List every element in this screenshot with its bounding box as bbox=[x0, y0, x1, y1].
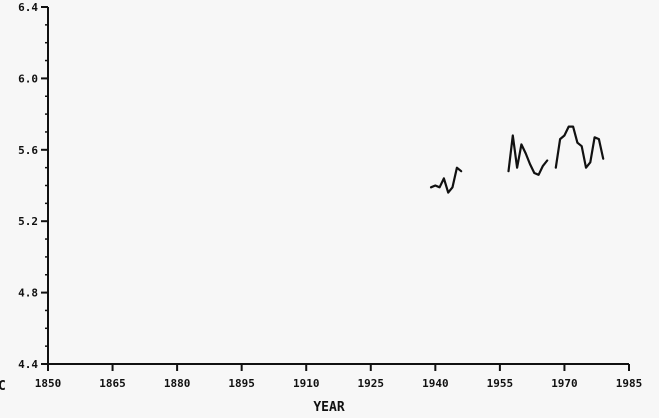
y-axis-ticks: 4.4 4.8 5.2 5.6 6.0 6.4 bbox=[18, 1, 48, 371]
x-axis-title: YEAR bbox=[313, 400, 344, 415]
x-tick-label: 1940 bbox=[422, 377, 449, 390]
y-tick-label: 5.6 bbox=[18, 144, 38, 157]
y-tick-label: 6.4 bbox=[18, 1, 38, 14]
y-tick-label: 5.2 bbox=[18, 215, 38, 228]
x-tick-label: 1880 bbox=[164, 377, 191, 390]
y-tick-label: 6.0 bbox=[18, 72, 38, 85]
x-tick-label: 1955 bbox=[487, 377, 514, 390]
series-line-segment bbox=[507, 134, 549, 176]
data-series bbox=[429, 125, 605, 194]
x-tick-label: 1850 bbox=[35, 377, 62, 390]
series-line-segment bbox=[429, 166, 463, 194]
y-tick-label: 4.4 bbox=[18, 358, 38, 371]
x-tick-label: 1865 bbox=[99, 377, 126, 390]
x-axis-ticks: 1850 1865 1880 1895 1910 1925 1940 1955 1970 1985 bbox=[35, 364, 643, 390]
y-tick-label: 4.8 bbox=[18, 287, 38, 300]
x-tick-label: 1895 bbox=[228, 377, 255, 390]
x-tick-label: 1985 bbox=[616, 377, 643, 390]
x-tick-label: 1925 bbox=[358, 377, 385, 390]
x-tick-label: 1910 bbox=[293, 377, 320, 390]
corner-mark: C bbox=[0, 379, 6, 394]
x-tick-label: 1970 bbox=[551, 377, 578, 390]
series-line-segment bbox=[554, 125, 605, 169]
